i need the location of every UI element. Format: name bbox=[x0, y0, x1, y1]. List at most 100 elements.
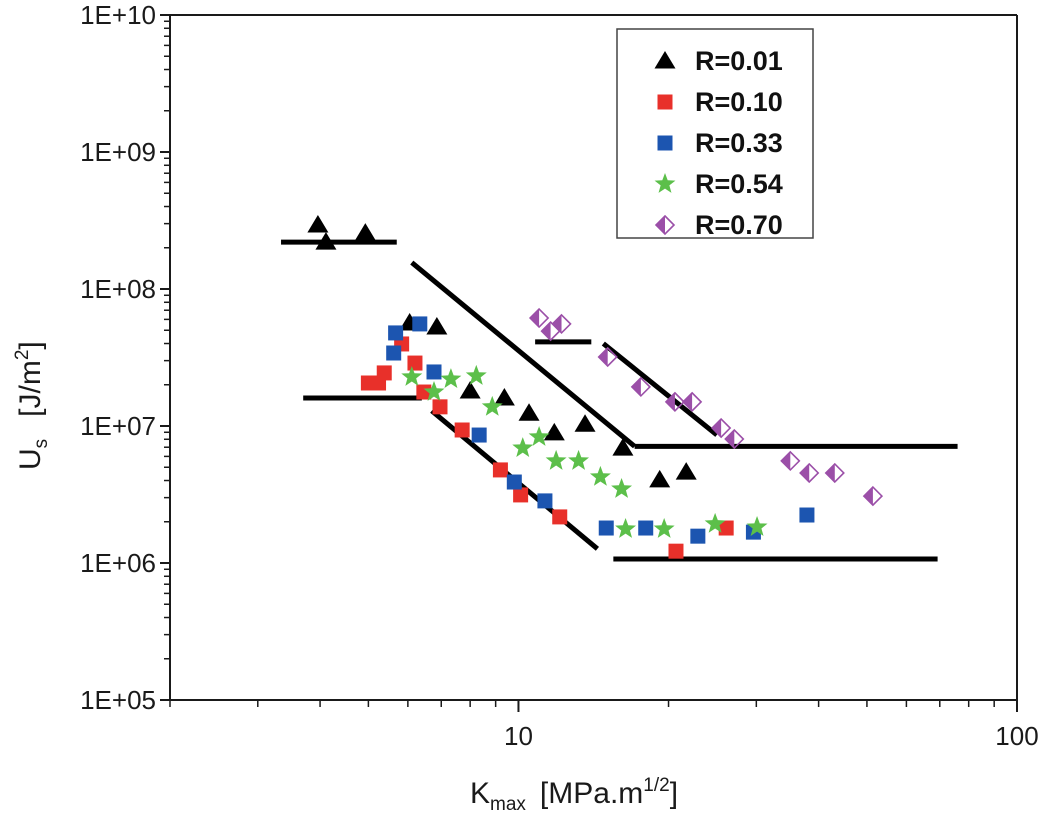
triangle-marker-shape bbox=[307, 215, 329, 233]
legend-marker-triangle-icon bbox=[654, 51, 676, 69]
data-point-r001 bbox=[354, 223, 376, 241]
data-point-r001 bbox=[307, 215, 329, 233]
data-point-r054 bbox=[401, 365, 423, 386]
data-point-r054 bbox=[653, 518, 675, 538]
y-axis-title-units: [J/m bbox=[14, 360, 47, 417]
legend-marker-half-diamond-icon bbox=[654, 214, 676, 236]
data-point-r001 bbox=[518, 403, 540, 421]
y-tick-label: 1E+05 bbox=[80, 685, 156, 715]
half-diamond-fill bbox=[598, 347, 608, 366]
legend-label: R=0.01 bbox=[695, 46, 783, 76]
star-marker-shape bbox=[589, 465, 611, 486]
triangle-marker-shape bbox=[675, 462, 697, 480]
data-point-r054 bbox=[512, 437, 534, 457]
half-diamond-outline bbox=[824, 462, 845, 484]
y-axis-title: Us [J/m2] bbox=[12, 341, 52, 470]
square-marker-shape bbox=[454, 422, 470, 438]
triangle-marker-shape bbox=[518, 403, 540, 421]
half-diamond-outline bbox=[551, 313, 572, 335]
square-marker-shape bbox=[386, 345, 402, 361]
star-marker-shape bbox=[481, 395, 503, 416]
data-point-r001 bbox=[493, 388, 515, 406]
legend-marker-square-icon bbox=[657, 135, 673, 151]
legend-label: R=0.10 bbox=[695, 87, 783, 117]
data-point-r054 bbox=[568, 449, 590, 470]
data-point-r010 bbox=[454, 422, 470, 438]
legend-label: R=0.54 bbox=[695, 169, 783, 199]
star-marker-shape bbox=[615, 518, 637, 538]
data-point-r001 bbox=[315, 232, 337, 250]
y-axis-title-units-close: ] bbox=[14, 341, 47, 349]
legend-markers bbox=[654, 51, 676, 236]
data-point-r054 bbox=[746, 516, 768, 536]
triangle-marker-shape bbox=[493, 388, 515, 406]
data-point-r010 bbox=[668, 543, 684, 559]
star-marker-shape bbox=[465, 364, 487, 385]
square-marker-shape bbox=[513, 487, 529, 503]
square-marker-shape bbox=[407, 355, 423, 371]
star-marker-shape bbox=[423, 381, 445, 401]
square-marker-shape bbox=[690, 528, 706, 544]
data-point-r054 bbox=[423, 381, 445, 401]
square-marker-shape bbox=[412, 316, 428, 332]
data-point-r033 bbox=[412, 316, 428, 332]
y-tick-label: 1E+08 bbox=[80, 274, 156, 304]
square-marker-shape bbox=[657, 94, 673, 110]
half-diamond-fill bbox=[712, 419, 722, 438]
square-marker-shape bbox=[432, 399, 448, 415]
data-point-r033 bbox=[598, 520, 614, 536]
data-point-r001 bbox=[612, 438, 634, 456]
y-axis-title-main: U bbox=[14, 448, 47, 470]
triangle-marker-shape bbox=[543, 422, 565, 441]
data-point-r033 bbox=[537, 493, 553, 509]
square-marker-shape bbox=[416, 384, 432, 400]
square-marker-shape bbox=[537, 493, 553, 509]
half-diamond-fill bbox=[541, 322, 551, 341]
square-marker-shape bbox=[657, 135, 673, 151]
data-points bbox=[307, 215, 884, 559]
data-point-r070 bbox=[630, 376, 651, 398]
star-marker-shape bbox=[654, 173, 676, 193]
data-point-r054 bbox=[589, 465, 611, 486]
data-point-r070 bbox=[711, 417, 732, 439]
data-point-r054 bbox=[481, 395, 503, 416]
data-point-r010 bbox=[376, 365, 392, 381]
legend-label: R=0.70 bbox=[695, 210, 783, 240]
data-point-r010 bbox=[492, 462, 508, 478]
star-marker-shape bbox=[545, 449, 567, 470]
half-diamond-fill bbox=[552, 314, 562, 333]
data-point-r054 bbox=[440, 368, 462, 388]
y-tick-label: 1E+10 bbox=[80, 0, 156, 30]
triangle-marker-shape bbox=[315, 232, 337, 250]
data-point-r010 bbox=[432, 399, 448, 415]
data-point-r010 bbox=[552, 509, 568, 525]
half-diamond-fill bbox=[665, 392, 675, 411]
square-marker-shape bbox=[376, 365, 392, 381]
square-marker-shape bbox=[506, 474, 522, 490]
data-point-r070 bbox=[528, 307, 550, 329]
triangle-marker-shape bbox=[654, 51, 676, 69]
triangle-marker-shape bbox=[459, 381, 481, 399]
star-marker-shape bbox=[401, 365, 423, 386]
star-marker-shape bbox=[440, 368, 462, 388]
legend-box bbox=[616, 28, 814, 239]
data-point-r001 bbox=[649, 469, 671, 488]
square-marker-shape bbox=[638, 520, 654, 536]
half-diamond-fill bbox=[800, 463, 810, 482]
data-point-r054 bbox=[704, 512, 726, 533]
star-marker-shape bbox=[653, 518, 675, 538]
data-point-r054 bbox=[615, 518, 637, 538]
data-point-r001 bbox=[459, 381, 481, 399]
data-point-r001 bbox=[574, 414, 596, 432]
data-point-r054 bbox=[465, 364, 487, 385]
x-axis-title-sub: max bbox=[490, 794, 526, 815]
half-diamond-fill bbox=[725, 430, 735, 449]
legend-marker-star-icon bbox=[654, 173, 676, 193]
square-marker-shape bbox=[668, 543, 684, 559]
data-point-r033 bbox=[799, 507, 815, 523]
data-point-r070 bbox=[597, 346, 618, 368]
square-marker-shape bbox=[471, 427, 487, 443]
square-marker-shape bbox=[552, 509, 568, 525]
legend-marker-square-icon bbox=[657, 94, 673, 110]
data-point-r054 bbox=[611, 477, 633, 498]
